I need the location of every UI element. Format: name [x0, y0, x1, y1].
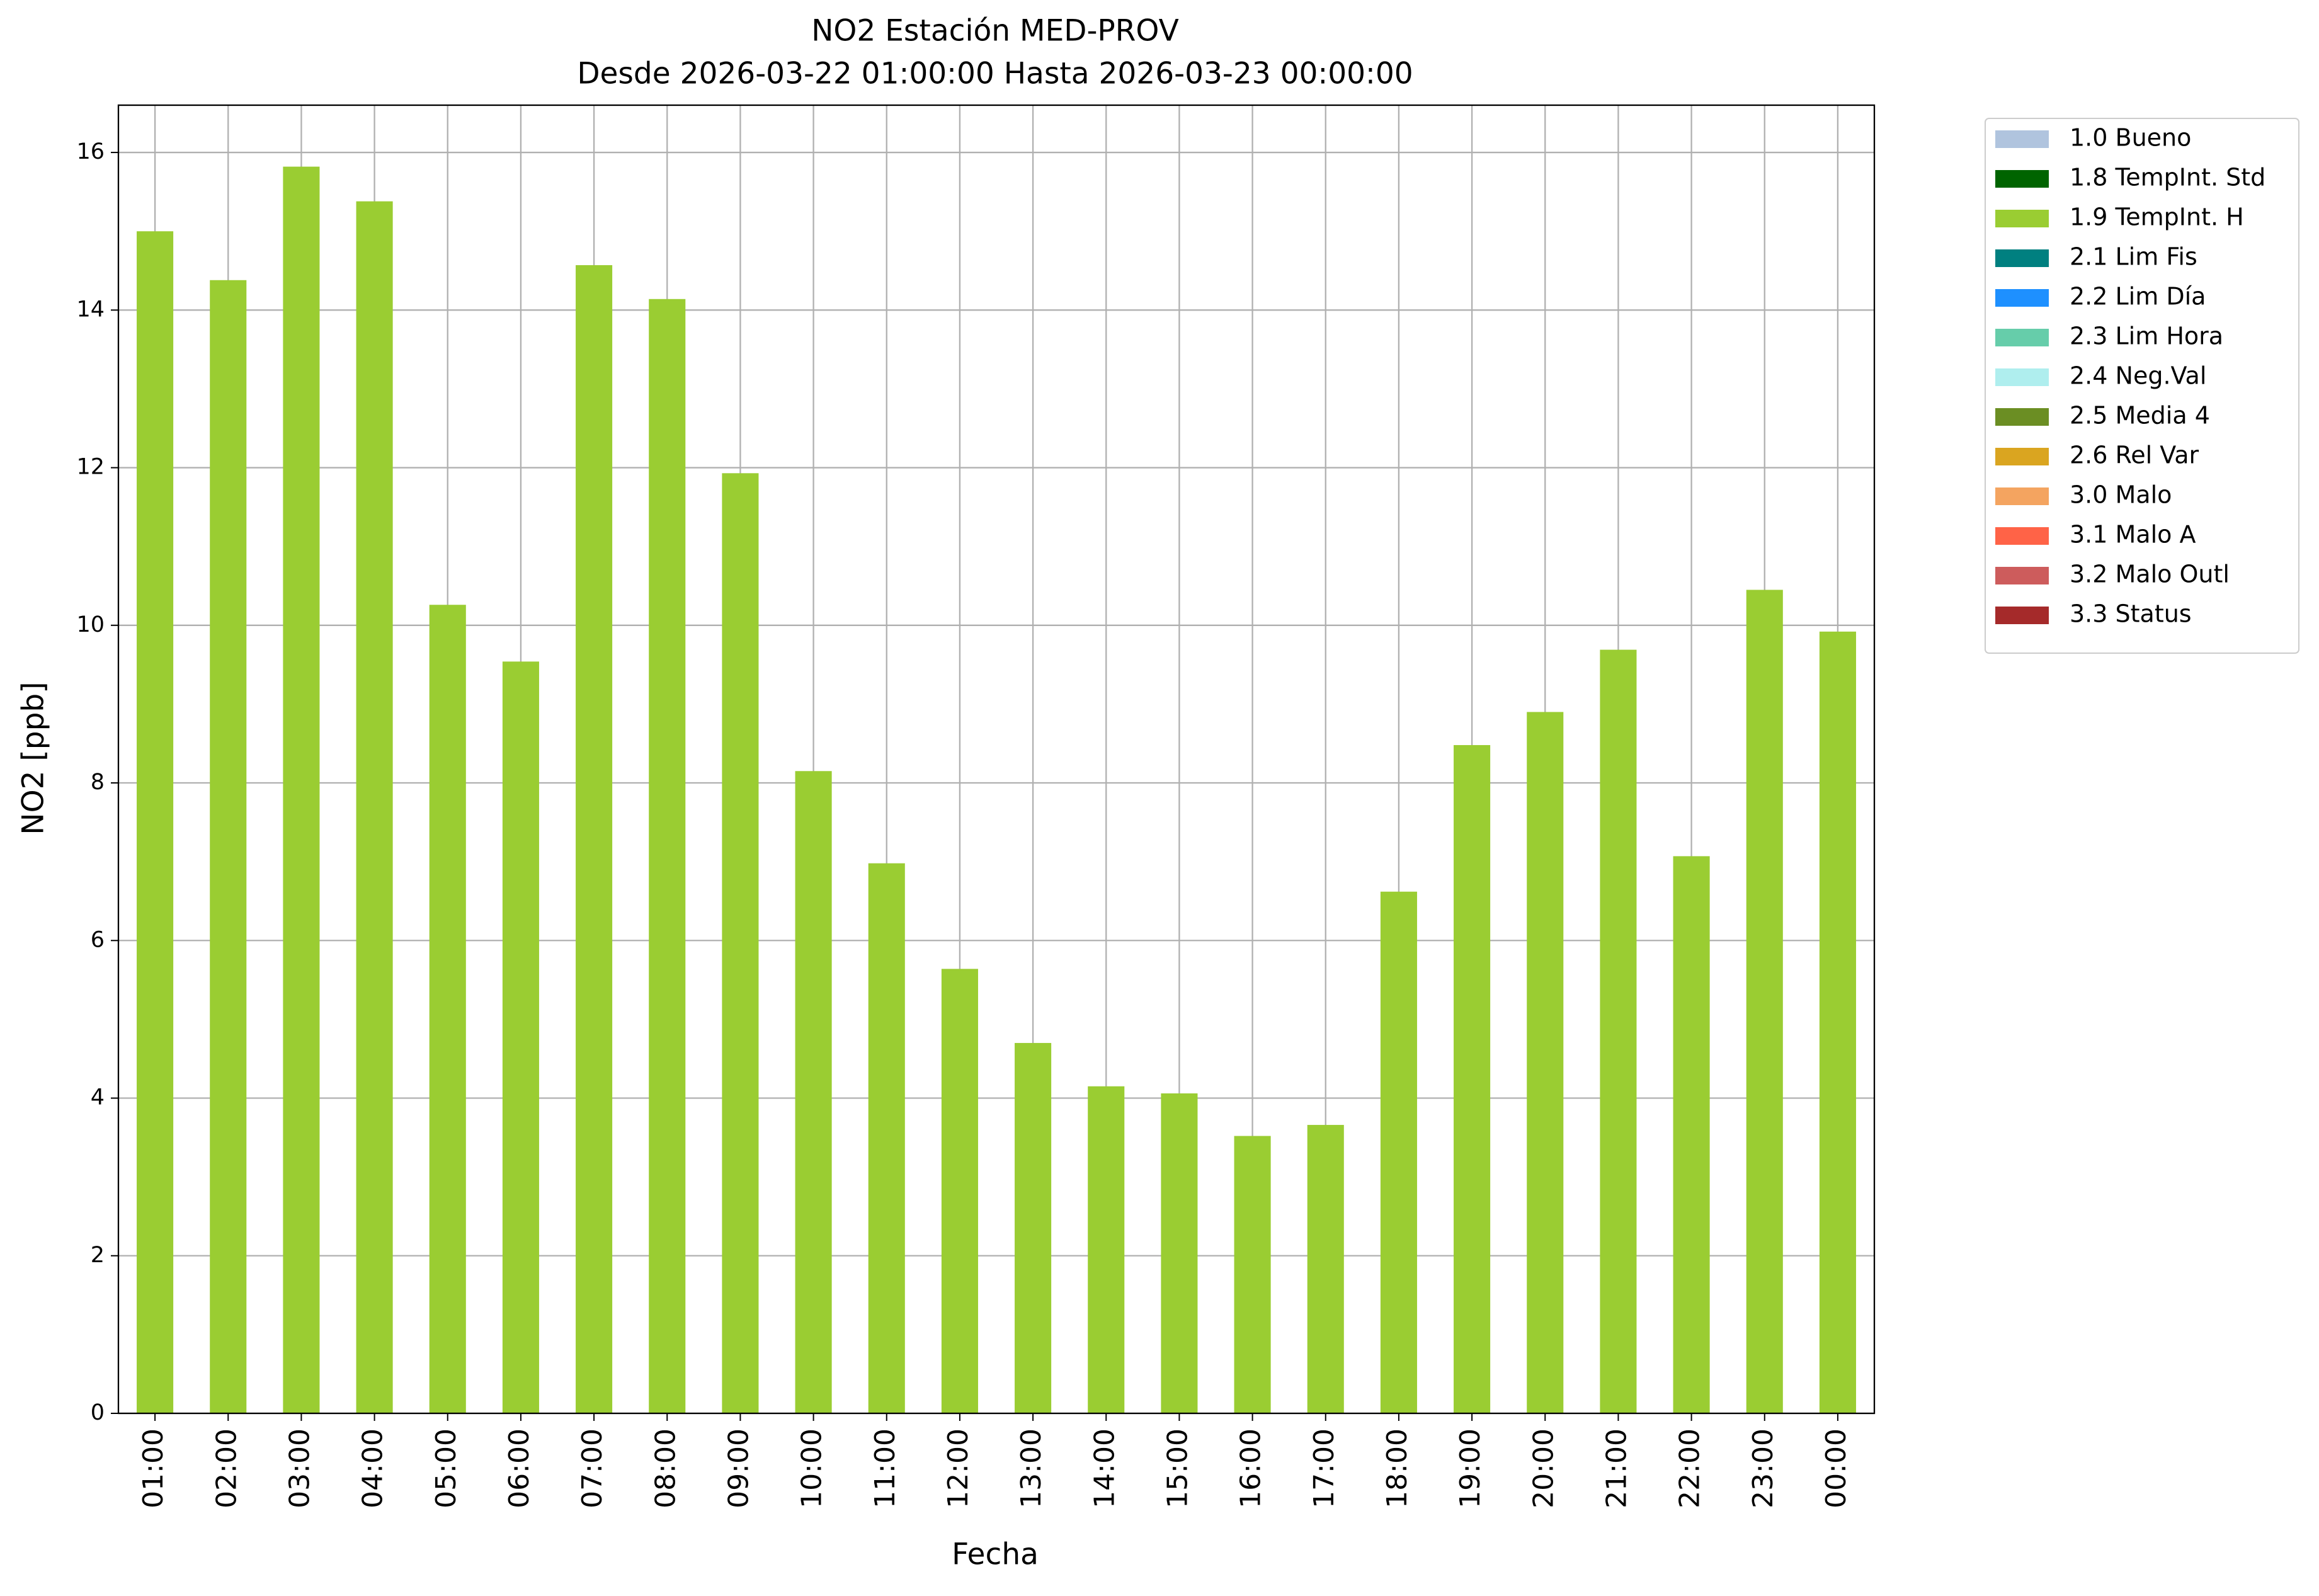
bar — [1527, 712, 1564, 1413]
legend-label: 3.2 Malo Outl — [2070, 561, 2230, 588]
y-tick-label: 12 — [76, 455, 105, 480]
x-tick-label: 12:00 — [942, 1428, 974, 1508]
legend-label: 3.1 Malo A — [2070, 521, 2196, 549]
legend-swatch — [1995, 249, 2049, 267]
bar — [1088, 1086, 1125, 1413]
legend-swatch — [1995, 368, 2049, 386]
bar — [502, 661, 539, 1413]
legend-label: 2.2 Lim Día — [2070, 283, 2206, 311]
legend-label: 1.0 Bueno — [2070, 124, 2191, 152]
x-tick-label: 08:00 — [649, 1428, 681, 1508]
x-tick-label: 20:00 — [1527, 1428, 1559, 1508]
y-tick-label: 10 — [76, 612, 105, 637]
bar — [1746, 590, 1783, 1413]
legend-label: 2.6 Rel Var — [2070, 442, 2199, 469]
bar — [941, 969, 978, 1413]
legend-label: 3.0 Malo — [2070, 481, 2172, 509]
bar — [429, 605, 466, 1413]
bar — [137, 231, 174, 1414]
bar — [722, 473, 759, 1413]
y-tick-label: 0 — [91, 1400, 105, 1425]
legend-swatch — [1995, 607, 2049, 624]
legend-label: 2.3 Lim Hora — [2070, 322, 2223, 350]
bar — [1819, 631, 1856, 1413]
plot-frame — [117, 104, 1876, 1415]
legend-label: 2.1 Lim Fis — [2070, 243, 2197, 271]
x-axis-label: Fecha — [952, 1537, 1039, 1572]
bar — [1380, 891, 1417, 1413]
y-tick-label: 14 — [76, 297, 105, 322]
bar — [1673, 856, 1710, 1413]
legend-label: 3.3 Status — [2070, 600, 2192, 628]
x-tick-label: 22:00 — [1674, 1428, 1706, 1508]
x-tick-label: 11:00 — [869, 1428, 901, 1508]
legend-box — [1985, 118, 2299, 654]
legend-swatch — [1995, 210, 2049, 227]
chart-subtitle: Desde 2026-03-22 01:00:00 Hasta 2026-03-… — [577, 57, 1413, 91]
legend-swatch — [1995, 448, 2049, 465]
y-tick-label: 16 — [76, 139, 105, 164]
bar — [210, 280, 247, 1413]
y-tick-label: 4 — [91, 1085, 105, 1110]
legend-swatch — [1995, 567, 2049, 584]
x-tick-label: 19:00 — [1454, 1428, 1486, 1508]
chart-title: NO2 Estación MED-PROV — [811, 14, 1179, 48]
legend-swatch — [1995, 329, 2049, 346]
legend-label: 1.8 TempInt. Std — [2070, 164, 2265, 191]
legend-swatch — [1995, 487, 2049, 505]
x-tick-label: 16:00 — [1235, 1428, 1267, 1508]
bar — [1454, 744, 1491, 1413]
legend-swatch — [1995, 408, 2049, 426]
x-tick-label: 03:00 — [283, 1428, 316, 1508]
bar — [868, 863, 905, 1413]
y-tick-label: 2 — [91, 1243, 105, 1268]
x-tick-label: 02:00 — [210, 1428, 242, 1508]
x-tick-label: 21:00 — [1600, 1428, 1632, 1508]
y-tick-label: 8 — [91, 770, 105, 795]
x-tick-label: 23:00 — [1747, 1428, 1779, 1508]
x-tick-label: 13:00 — [1015, 1428, 1047, 1508]
bar — [356, 201, 393, 1413]
x-tick-label: 01:00 — [137, 1428, 169, 1508]
bar — [1161, 1093, 1198, 1413]
legend-label: 2.4 Neg.Val — [2070, 362, 2206, 390]
x-tick-label: 05:00 — [430, 1428, 462, 1508]
bar — [1015, 1042, 1052, 1413]
bar — [1234, 1136, 1271, 1413]
bar — [283, 166, 320, 1413]
x-tick-label: 10:00 — [796, 1428, 828, 1508]
bar — [576, 265, 613, 1413]
x-tick-label: 00:00 — [1820, 1428, 1852, 1508]
x-tick-label: 04:00 — [357, 1428, 389, 1508]
x-tick-label: 09:00 — [722, 1428, 755, 1508]
legend-swatch — [1995, 170, 2049, 188]
legend-swatch — [1995, 130, 2049, 148]
bar — [649, 299, 686, 1413]
x-tick-label: 06:00 — [503, 1428, 535, 1508]
y-axis-label: NO2 [ppb] — [16, 681, 51, 835]
bar — [1307, 1125, 1344, 1413]
legend-swatch — [1995, 527, 2049, 545]
x-tick-label: 18:00 — [1381, 1428, 1413, 1508]
x-tick-label: 07:00 — [576, 1428, 608, 1508]
legend-label: 1.9 TempInt. H — [2070, 203, 2244, 231]
bar — [795, 771, 832, 1413]
legend-swatch — [1995, 289, 2049, 307]
x-tick-label: 15:00 — [1161, 1428, 1194, 1508]
x-tick-label: 14:00 — [1088, 1428, 1120, 1508]
bar — [1600, 649, 1637, 1413]
x-tick-label: 17:00 — [1308, 1428, 1340, 1508]
legend-label: 2.5 Media 4 — [2070, 402, 2210, 430]
y-tick-label: 6 — [91, 927, 105, 952]
